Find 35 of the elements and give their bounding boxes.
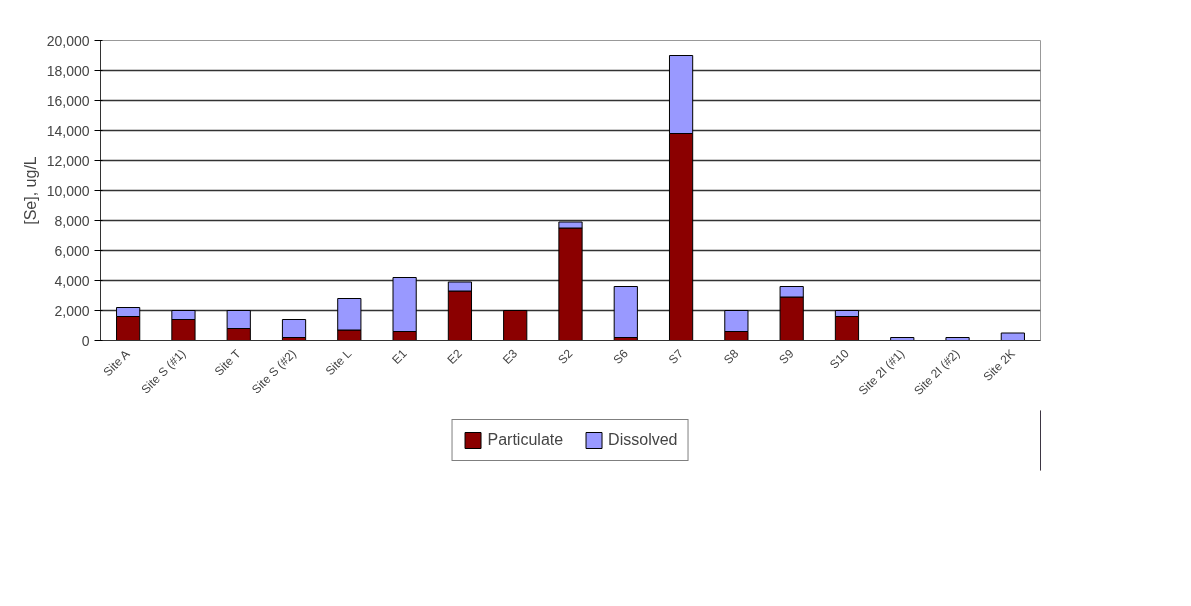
x-tick-label: Site L [322,346,355,379]
y-tick-label: 8,000 [54,212,90,229]
y-tick-label: 12,000 [46,152,90,169]
y-tick-label: 2,000 [54,302,90,319]
y-axis-title: [Se], ug/L [21,156,39,225]
bar [281,319,307,338]
y-tick-label: 6,000 [54,242,90,259]
x-tick-label: Site 2I (#2) [911,346,963,398]
bar [503,310,528,341]
x-tick-label: E1 [389,346,410,367]
bar [1000,332,1025,341]
y-tick-label: 10,000 [46,182,90,199]
x-tick-label: S10 [826,346,853,372]
x-tick-label: Site S (#2) [248,346,299,397]
x-tick-label: Site S (#1) [138,346,189,397]
x-tick-label: Site T [211,346,245,379]
y-tick-label: 4,000 [54,272,90,289]
x-tick-label: E2 [444,346,466,367]
legend-label: Particulate [487,431,564,449]
x-tick-label: S8 [721,346,742,367]
x-tick-label: S9 [776,346,797,367]
y-tick-label: 16,000 [46,92,90,109]
x-tick-label: Site 2K [980,346,1018,384]
legend-label: Dissolved [608,431,678,449]
bar [613,286,638,338]
y-tick-label: 20,000 [46,32,90,49]
x-tick-label: Site A [100,347,133,380]
x-tick-label: S2 [555,346,576,367]
x-tick-label: E3 [499,346,521,367]
y-tick-label: 14,000 [46,122,90,139]
x-tick-label: Site 2I (#1) [855,346,908,398]
x-tick-label: S7 [665,346,687,367]
y-tick-label: 18,000 [46,62,90,79]
y-tick-label: 0 [81,332,90,349]
x-tick-label: S6 [610,346,631,367]
